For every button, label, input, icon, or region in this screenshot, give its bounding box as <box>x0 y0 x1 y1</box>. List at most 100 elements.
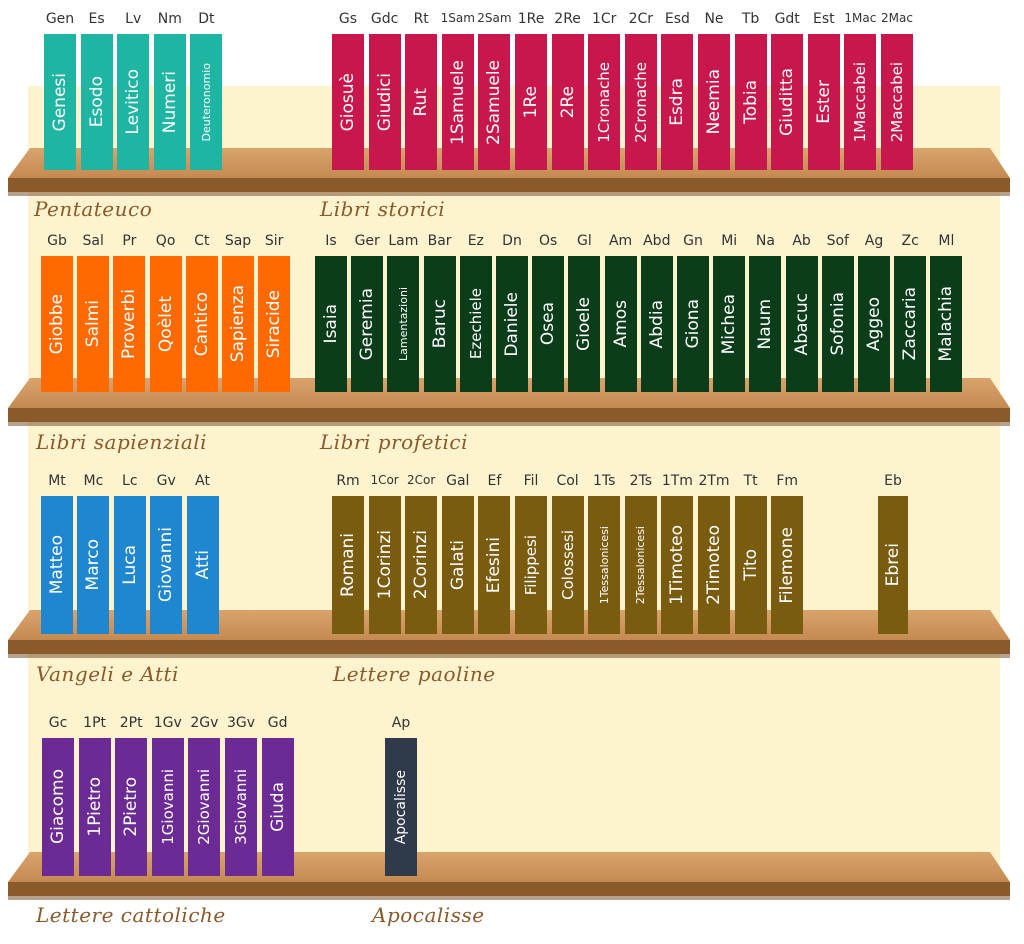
book-paoline[interactable]: 1Corinzi <box>368 496 401 634</box>
book-abbreviation: Tb <box>741 11 760 27</box>
book-sapienziali[interactable]: Qoèlet <box>149 256 182 392</box>
book-abbreviation: Sap <box>224 233 252 249</box>
book-paoline[interactable]: Romani <box>332 496 364 634</box>
book-cattoliche[interactable]: 1Giovanni <box>151 738 184 876</box>
book-cattoliche[interactable]: 1Pietro <box>78 738 111 876</box>
book-paoline[interactable]: 2Timoteo <box>698 496 730 634</box>
book-abbreviation: Rm <box>336 473 360 489</box>
book-cattoliche[interactable]: Giuda <box>261 738 294 876</box>
book-abbreviation: 1Pt <box>83 715 107 731</box>
book-sapienziali[interactable]: Proverbi <box>113 256 146 392</box>
section-label-sapienziali: Libri sapienziali <box>36 430 208 454</box>
book-profetici[interactable]: Lamentazioni <box>387 256 420 392</box>
book-profetici[interactable]: Gioele <box>568 256 601 392</box>
book-paoline[interactable]: 1Timoteo <box>661 496 694 634</box>
book-sapienziali[interactable]: Sapienza <box>222 256 254 392</box>
book-pentateuco[interactable]: Deuteronomio <box>190 34 223 170</box>
book-profetici[interactable]: Daniele <box>496 256 528 392</box>
book-profetici[interactable]: Geremia <box>351 256 384 392</box>
book-title: Rut <box>411 87 432 117</box>
book-pentateuco[interactable]: Esodo <box>80 34 113 170</box>
book-sapienziali[interactable]: Siracide <box>258 256 291 392</box>
book-storici[interactable]: 1Samuele <box>441 34 474 170</box>
book-sapienziali[interactable]: Salmi <box>77 256 110 392</box>
book-title: Amos <box>610 300 631 348</box>
book-title: Giacomo <box>48 769 68 845</box>
book-abbreviation: 2Gv <box>190 715 219 731</box>
book-storici[interactable]: Rut <box>405 34 438 170</box>
book-storici[interactable]: 1Maccabei <box>844 34 877 170</box>
book-pentateuco[interactable]: Genesi <box>44 34 76 170</box>
book-storici[interactable]: Giuditta <box>771 34 804 170</box>
book-cattoliche[interactable]: Giacomo <box>42 738 74 876</box>
book-vangeli[interactable]: Giovanni <box>150 496 183 634</box>
book-abbreviation: Esd <box>664 11 690 27</box>
book-paoline[interactable]: Tito <box>734 496 767 634</box>
book-paoline[interactable]: 1Tessalonicesi <box>588 496 621 634</box>
book-sapienziali[interactable]: Giobbe <box>41 256 73 392</box>
book-abbreviation: Sof <box>826 233 849 249</box>
book-title: Osea <box>538 302 559 346</box>
book-title: Marco <box>83 539 104 591</box>
book-abbreviation: 1Tm <box>661 473 693 489</box>
book-title: Numeri <box>159 70 180 134</box>
book-sapienziali[interactable]: Cantico <box>185 256 218 392</box>
book-storici[interactable]: Ester <box>807 34 840 170</box>
book-profetici[interactable]: Naum <box>749 256 782 392</box>
book-title: Ebrei <box>883 543 903 587</box>
book-abbreviation: Mi <box>721 233 738 249</box>
book-profetici[interactable]: Amos <box>604 256 637 392</box>
book-storici[interactable]: Neemia <box>698 34 730 170</box>
book-storici[interactable]: Esdra <box>661 34 694 170</box>
book-cattoliche[interactable]: 2Pietro <box>115 738 148 876</box>
book-storici[interactable]: Giudici <box>368 34 401 170</box>
book-paoline[interactable]: 2Tessalonicesi <box>624 496 657 634</box>
book-title: 2Cronache <box>631 61 650 143</box>
book-storici[interactable]: Tobia <box>734 34 767 170</box>
book-title: Malachia <box>936 286 957 362</box>
book-storici[interactable]: 1Cronache <box>588 34 621 170</box>
book-vangeli[interactable]: Marco <box>77 496 110 634</box>
book-storici[interactable]: Giosuè <box>332 34 364 170</box>
book-profetici[interactable]: Malachia <box>930 256 963 392</box>
book-paoline[interactable]: Colossesi <box>551 496 584 634</box>
book-paoline[interactable]: Ebrei <box>878 496 908 634</box>
book-storici[interactable]: 2Re <box>551 34 584 170</box>
book-storici[interactable]: 2Maccabei <box>881 34 913 170</box>
book-profetici[interactable]: Sofonia <box>821 256 854 392</box>
book-profetici[interactable]: Giona <box>677 256 709 392</box>
book-profetici[interactable]: Zaccaria <box>894 256 927 392</box>
book-apocalisse[interactable]: Apocalisse <box>385 738 417 876</box>
book-profetici[interactable]: Baruc <box>423 256 456 392</box>
book-profetici[interactable]: Michea <box>713 256 746 392</box>
book-profetici[interactable]: Abacuc <box>785 256 818 392</box>
book-profetici[interactable]: Osea <box>532 256 565 392</box>
book-profetici[interactable]: Abdia <box>640 256 673 392</box>
book-abbreviation: Fil <box>523 473 539 489</box>
book-pentateuco[interactable]: Numeri <box>153 34 186 170</box>
book-vangeli[interactable]: Luca <box>113 496 146 634</box>
book-vangeli[interactable]: Atti <box>186 496 219 634</box>
book-profetici[interactable]: Isaia <box>315 256 347 392</box>
book-abbreviation: 2Tm <box>698 473 730 489</box>
book-abbreviation: Est <box>812 11 835 27</box>
book-vangeli[interactable]: Matteo <box>41 496 73 634</box>
book-pentateuco[interactable]: Levitico <box>117 34 150 170</box>
book-abbreviation: Bar <box>427 233 452 249</box>
book-storici[interactable]: 2Cronache <box>624 34 657 170</box>
book-paoline[interactable]: 2Corinzi <box>405 496 438 634</box>
book-profetici[interactable]: Ezechiele <box>459 256 492 392</box>
book-profetici[interactable]: Aggeo <box>858 256 890 392</box>
book-abbreviation: 2Sam <box>477 11 512 25</box>
book-storici[interactable]: 1Re <box>515 34 547 170</box>
book-abbreviation: Dn <box>502 233 522 249</box>
book-paoline[interactable]: Galati <box>441 496 474 634</box>
book-paoline[interactable]: Filemone <box>771 496 804 634</box>
book-paoline[interactable]: Efesini <box>478 496 511 634</box>
book-abbreviation: Gn <box>683 233 703 249</box>
book-cattoliche[interactable]: 2Giovanni <box>188 738 221 876</box>
section-label-apocalisse: Apocalisse <box>372 903 485 927</box>
book-paoline[interactable]: Filippesi <box>515 496 547 634</box>
book-cattoliche[interactable]: 3Giovanni <box>225 738 257 876</box>
book-storici[interactable]: 2Samuele <box>478 34 511 170</box>
